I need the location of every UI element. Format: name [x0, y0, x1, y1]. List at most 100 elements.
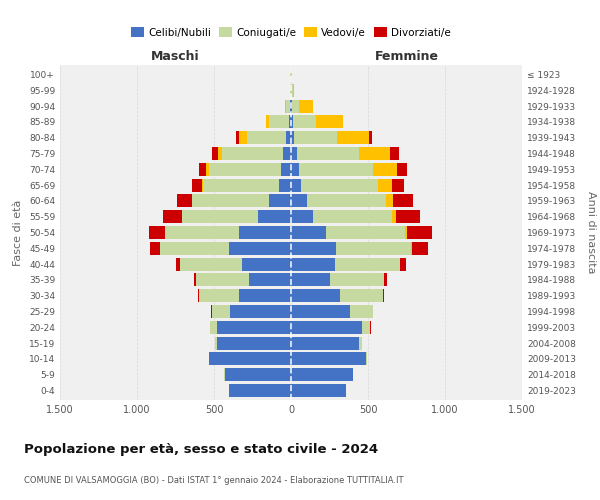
Bar: [299, 100, 313, 112]
Legend: Celibi/Nubili, Coniugati/e, Vedovi/e, Divorziati/e: Celibi/Nubili, Coniugati/e, Vedovi/e, Di…: [127, 24, 455, 42]
Bar: [160, 242, 229, 255]
Bar: [225, 368, 291, 381]
Bar: [290, 100, 291, 112]
Bar: [291, 226, 326, 239]
Bar: [199, 163, 206, 176]
Bar: [293, 116, 316, 128]
Bar: [266, 116, 269, 128]
Bar: [196, 274, 248, 286]
Bar: [229, 242, 291, 255]
Bar: [386, 194, 394, 207]
Bar: [285, 100, 286, 112]
Bar: [378, 178, 392, 192]
Text: COMUNE DI VALSAMOGGIA (BO) - Dati ISTAT 1° gennaio 2024 - Elaborazione TUTTITALI: COMUNE DI VALSAMOGGIA (BO) - Dati ISTAT …: [24, 476, 404, 485]
Bar: [340, 289, 383, 302]
Bar: [397, 210, 421, 223]
Bar: [297, 147, 359, 160]
Bar: [337, 131, 369, 144]
Bar: [291, 368, 353, 381]
Bar: [283, 147, 291, 160]
Bar: [191, 194, 193, 207]
Bar: [163, 210, 182, 223]
Bar: [209, 163, 281, 176]
Bar: [335, 242, 411, 255]
Bar: [335, 258, 400, 270]
Bar: [247, 131, 286, 144]
Bar: [291, 178, 301, 192]
Bar: [330, 274, 384, 286]
Bar: [291, 147, 297, 160]
Bar: [291, 352, 367, 366]
Bar: [193, 194, 269, 207]
Bar: [165, 226, 166, 239]
Bar: [217, 336, 291, 349]
Bar: [384, 274, 387, 286]
Text: Popolazione per età, sesso e stato civile - 2024: Popolazione per età, sesso e stato civil…: [24, 442, 378, 456]
Bar: [281, 163, 291, 176]
Bar: [194, 274, 196, 286]
Bar: [326, 226, 405, 239]
Bar: [210, 321, 217, 334]
Bar: [392, 178, 404, 192]
Bar: [242, 258, 291, 270]
Bar: [199, 289, 239, 302]
Bar: [269, 194, 291, 207]
Bar: [394, 194, 413, 207]
Bar: [217, 321, 291, 334]
Bar: [391, 147, 399, 160]
Bar: [149, 226, 165, 239]
Bar: [286, 100, 290, 112]
Bar: [223, 147, 283, 160]
Bar: [198, 289, 199, 302]
Bar: [362, 321, 370, 334]
Bar: [405, 226, 407, 239]
Bar: [176, 258, 180, 270]
Bar: [369, 131, 372, 144]
Bar: [291, 289, 340, 302]
Bar: [400, 258, 406, 270]
Bar: [258, 210, 291, 223]
Bar: [299, 163, 373, 176]
Bar: [293, 84, 295, 97]
Bar: [411, 242, 412, 255]
Text: Maschi: Maschi: [151, 50, 200, 62]
Bar: [209, 352, 291, 366]
Bar: [291, 116, 293, 128]
Bar: [291, 274, 330, 286]
Bar: [392, 210, 397, 223]
Y-axis label: Anni di nascita: Anni di nascita: [586, 191, 596, 274]
Bar: [278, 178, 291, 192]
Bar: [291, 242, 335, 255]
Bar: [412, 242, 428, 255]
Bar: [291, 163, 299, 176]
Y-axis label: Fasce di età: Fasce di età: [13, 200, 23, 266]
Bar: [291, 210, 313, 223]
Bar: [294, 131, 337, 144]
Bar: [359, 336, 362, 349]
Bar: [180, 258, 242, 270]
Bar: [291, 384, 346, 397]
Bar: [397, 163, 407, 176]
Bar: [373, 163, 397, 176]
Bar: [291, 131, 294, 144]
Bar: [202, 178, 203, 192]
Bar: [203, 178, 278, 192]
Bar: [239, 131, 247, 144]
Bar: [248, 274, 291, 286]
Bar: [289, 116, 291, 128]
Bar: [407, 226, 432, 239]
Bar: [359, 147, 391, 160]
Bar: [212, 305, 230, 318]
Bar: [307, 194, 386, 207]
Bar: [191, 178, 202, 192]
Bar: [166, 226, 239, 239]
Bar: [313, 210, 392, 223]
Bar: [239, 226, 291, 239]
Bar: [383, 289, 384, 302]
Bar: [206, 163, 209, 176]
Bar: [291, 258, 335, 270]
Bar: [316, 116, 343, 128]
Bar: [350, 305, 373, 318]
Bar: [301, 178, 378, 192]
Bar: [177, 194, 191, 207]
